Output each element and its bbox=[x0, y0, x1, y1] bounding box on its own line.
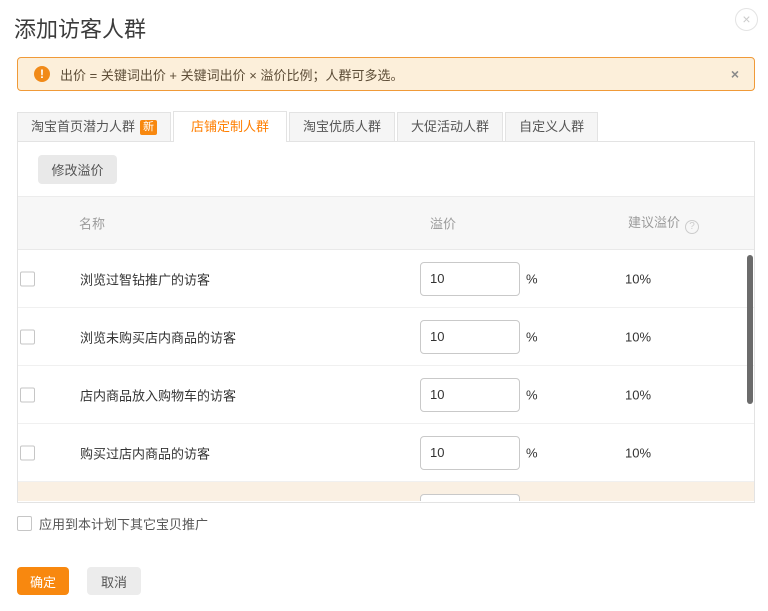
audience-list: 浏览过智钻推广的访客 % 10% 浏览未购买店内商品的访客 % 10% 店内商品… bbox=[18, 250, 754, 501]
suggested-premium: 10% bbox=[625, 387, 652, 402]
confirm-button[interactable]: 确定 bbox=[17, 567, 70, 595]
suggested-premium: 10% bbox=[625, 445, 652, 460]
alert-close-icon[interactable]: × bbox=[730, 66, 739, 82]
column-header-premium: 溢价 bbox=[430, 216, 457, 232]
row-checkbox[interactable] bbox=[20, 445, 35, 460]
audience-name: 购买过店内商品的访客 bbox=[80, 446, 211, 461]
column-header-suggested-label: 建议溢价 bbox=[628, 215, 681, 230]
row-checkbox[interactable] bbox=[20, 387, 35, 402]
premium-input[interactable] bbox=[420, 493, 520, 501]
bid-formula-alert: ! 出价 = 关键词出价 + 关键词出价 × 溢价比例；人群可多选。 × bbox=[17, 57, 755, 91]
tab-promotion-event[interactable]: 大促活动人群 bbox=[397, 112, 504, 142]
table-header: 名称 溢价 建议溢价? bbox=[18, 196, 754, 250]
audience-name: 浏览过智钻推广的访客 bbox=[80, 272, 211, 287]
new-badge: 新 bbox=[140, 120, 158, 135]
tab-shop-custom[interactable]: 店铺定制人群 bbox=[173, 111, 288, 142]
table-row: 浏览过智钻推广的访客 % 10% bbox=[18, 250, 754, 308]
tab-label: 店铺定制人群 bbox=[191, 119, 270, 134]
dialog-footer: 确定 取消 bbox=[17, 567, 142, 595]
tab-label: 淘宝首页潜力人群 bbox=[31, 119, 136, 134]
column-header-suggested: 建议溢价? bbox=[628, 212, 700, 234]
modify-premium-button[interactable]: 修改溢价 bbox=[38, 155, 117, 184]
suggested-premium: 10% bbox=[625, 329, 652, 344]
toolbar: 修改溢价 bbox=[18, 142, 754, 196]
table-row: 购买过店内商品的访客 % 10% bbox=[18, 424, 754, 482]
tab-panel: 修改溢价 名称 溢价 建议溢价? 浏览过智钻推广的访客 % 10% 浏览未购买店… bbox=[17, 141, 755, 503]
premium-input[interactable] bbox=[420, 377, 520, 412]
apply-checkbox-label: 应用到本计划下其它宝贝推广 bbox=[39, 517, 209, 532]
percent-sign: % bbox=[526, 329, 538, 344]
warning-icon: ! bbox=[34, 66, 50, 82]
table-row: 店内商品放入购物车的访客 % 10% bbox=[18, 366, 754, 424]
tab-label: 自定义人群 bbox=[519, 119, 585, 134]
page-title: 添加访客人群 bbox=[14, 17, 147, 42]
table-row-partial: % bbox=[18, 482, 754, 501]
tab-taobao-quality[interactable]: 淘宝优质人群 bbox=[289, 112, 396, 142]
row-checkbox[interactable] bbox=[20, 271, 35, 286]
audience-tabs: 淘宝首页潜力人群新 店铺定制人群 淘宝优质人群 大促活动人群 自定义人群 bbox=[17, 111, 600, 142]
scrollbar-thumb[interactable] bbox=[747, 255, 753, 404]
cancel-button[interactable]: 取消 bbox=[87, 567, 142, 595]
percent-sign: % bbox=[526, 445, 538, 460]
audience-name: 店内商品放入购物车的访客 bbox=[80, 388, 237, 403]
close-icon[interactable]: × bbox=[735, 8, 758, 31]
alert-text: 出价 = 关键词出价 + 关键词出价 × 溢价比例；人群可多选。 bbox=[60, 67, 404, 83]
tab-custom-audience[interactable]: 自定义人群 bbox=[505, 112, 599, 142]
tab-label: 淘宝优质人群 bbox=[303, 119, 382, 134]
premium-input[interactable] bbox=[420, 435, 520, 470]
premium-input[interactable] bbox=[420, 319, 520, 354]
percent-sign: % bbox=[526, 387, 538, 402]
premium-input[interactable] bbox=[420, 261, 520, 296]
audience-name: 浏览未购买店内商品的访客 bbox=[80, 330, 237, 345]
column-header-name: 名称 bbox=[79, 216, 106, 232]
table-row: 浏览未购买店内商品的访客 % 10% bbox=[18, 308, 754, 366]
percent-sign: % bbox=[526, 271, 538, 286]
tab-label: 大促活动人群 bbox=[411, 119, 490, 134]
apply-to-plan-row: 应用到本计划下其它宝贝推广 bbox=[17, 514, 208, 533]
tab-taobao-homepage-potential[interactable]: 淘宝首页潜力人群新 bbox=[17, 112, 172, 142]
apply-checkbox[interactable] bbox=[17, 516, 32, 531]
help-icon[interactable]: ? bbox=[685, 220, 700, 234]
suggested-premium: 10% bbox=[625, 271, 652, 286]
row-checkbox[interactable] bbox=[20, 329, 35, 344]
